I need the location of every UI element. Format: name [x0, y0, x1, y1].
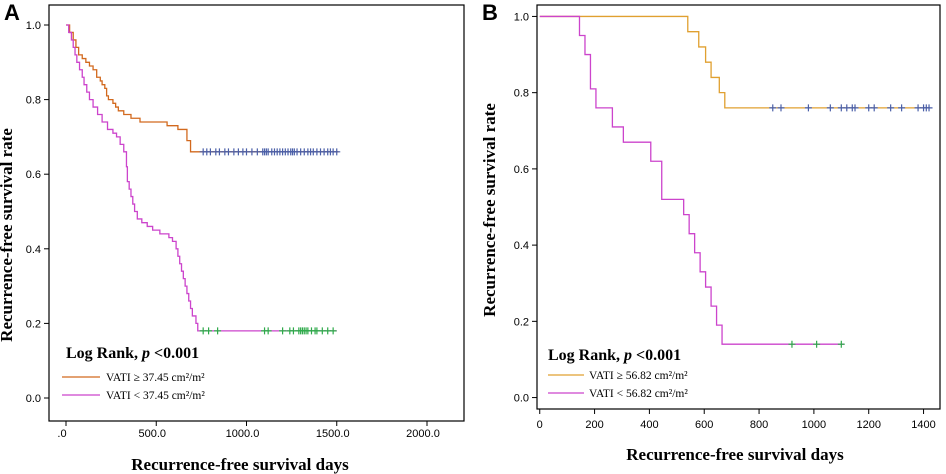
- panel-b-x-tick-label: 1400: [911, 419, 935, 431]
- panel-b-y-ticks: 0.0 0.2 0.4 0.6 0.8 1.0: [514, 11, 537, 405]
- panel-b-x-axis-title: Recurrence-free survival days: [626, 445, 844, 464]
- panel-b-y-tick-label: 0.6: [514, 164, 529, 176]
- panel-b-censor-mark-high: [887, 104, 895, 112]
- panel-a-y-tick-label: 1.0: [26, 20, 41, 32]
- panel-a-legend: VATI ≥ 37.45 cm²/m² VATI < 37.45 cm²/m²: [62, 372, 205, 402]
- panel-a-legend-label-low: VATI < 37.45 cm²/m²: [106, 390, 205, 402]
- panel-b-x-tick-label: 600: [695, 419, 713, 431]
- panel-b-censor-mark-high: [804, 104, 812, 112]
- panel-a-censor-mark-low: [329, 327, 337, 335]
- panel-b-log-rank-label: Log Rank,: [548, 347, 624, 364]
- panel-b-censor-mark-high: [826, 104, 834, 112]
- panel-b: B 0 200 400 600 800 1000 1200 1400 0.0 0.2 0.4 0.6…: [480, 0, 941, 464]
- panel-a-p-value: <0.001: [150, 345, 199, 362]
- panel-b-p-symbol: p: [622, 347, 632, 364]
- panel-a-log-rank-text: Log Rank, p <0.001: [66, 345, 199, 362]
- panel-b-legend-label-high: VATI ≥ 56.82 cm²/m²: [589, 370, 688, 382]
- panel-b-y-axis-title: Recurrence-free survival rate: [480, 103, 499, 317]
- panel-a-y-tick-label: 0.8: [26, 95, 41, 107]
- panel-a-x-tick-label: 2000.0: [406, 428, 440, 440]
- panel-b-censor-mark-high: [777, 104, 785, 112]
- panel-a-frame: [48, 4, 465, 422]
- panel-a-log-rank-label: Log Rank,: [66, 345, 142, 362]
- panel-b-x-tick-label: 400: [640, 419, 658, 431]
- panel-b-censor-mark-high: [925, 104, 933, 112]
- panel-b-x-tick-label: 800: [750, 419, 768, 431]
- panel-b-censor-mark-low: [837, 340, 845, 348]
- panel-a-y-ticks: 0.0 0.2 0.4 0.6 0.8 1.0: [26, 20, 49, 405]
- panel-b-censor-mark-high: [870, 104, 878, 112]
- panel-b-y-tick-label: 0.0: [514, 393, 529, 405]
- panel-a-censor-mark-high: [333, 148, 341, 156]
- panel-b-frame: [536, 4, 941, 410]
- panel-b-x-tick-label: 0: [537, 419, 543, 431]
- panel-a-censor-mark-low: [205, 327, 213, 335]
- panel-b-x-tick-label: 1000: [802, 419, 826, 431]
- panel-b-p-value: <0.001: [632, 347, 681, 364]
- panel-b-x-ticks: 0 200 400 600 800 1000 1200 1400: [537, 409, 936, 431]
- panel-a-censor-mark-low: [264, 327, 272, 335]
- panel-a-x-ticks: .0 500.0 1000.0 1500.0 2000.0: [57, 421, 440, 440]
- panel-b-y-tick-label: 0.2: [514, 316, 529, 328]
- panel-a-y-tick-label: 0.6: [26, 169, 41, 181]
- panel-b-legend: VATI ≥ 56.82 cm²/m² VATI < 56.82 cm²/m²: [548, 370, 688, 400]
- panel-b-censor-mark-high: [898, 104, 906, 112]
- panel-a-plot-area: [66, 24, 341, 335]
- panel-b-plot-area: [539, 15, 933, 348]
- panel-a-x-tick-label: 1500.0: [316, 428, 350, 440]
- panel-b-label: B: [482, 0, 498, 25]
- panel-b-legend-label-low: VATI < 56.82 cm²/m²: [589, 388, 688, 400]
- panel-a-y-tick-label: 0.2: [26, 318, 41, 330]
- panel-b-censor-mark-low: [813, 340, 821, 348]
- panel-b-y-tick-label: 0.4: [514, 240, 529, 252]
- panel-a-y-axis-title: Recurrence-free survival rate: [0, 128, 16, 342]
- panel-a-p-symbol: p: [140, 345, 150, 362]
- panel-a-censor-mark-low: [279, 327, 287, 335]
- panel-b-y-tick-label: 1.0: [514, 11, 529, 23]
- panel-a-censor-mark-low: [214, 327, 222, 335]
- panel-a-survival-curve-high: [66, 24, 339, 153]
- panel-b-log-rank-text: Log Rank, p <0.001: [548, 347, 681, 364]
- panel-b-censor-mark-low: [788, 340, 796, 348]
- panel-b-x-tick-label: 200: [585, 419, 603, 431]
- panel-b-x-tick-label: 1200: [856, 419, 880, 431]
- panel-b-survival-curve-high: [539, 15, 930, 109]
- panel-a-survival-curve-low: [66, 24, 337, 332]
- panel-a-y-tick-label: 0.0: [26, 393, 41, 405]
- panel-a-x-axis-title: Recurrence-free survival days: [131, 455, 349, 474]
- panel-a: A .0 500.0 1000.0 1500.0 2000.0 0.0 0.2 0.4 0.6…: [0, 0, 465, 474]
- panel-a-x-tick-label: 500.0: [138, 428, 166, 440]
- panel-b-censor-mark-high: [851, 104, 859, 112]
- panel-b-y-tick-label: 0.8: [514, 88, 529, 100]
- panel-b-censor-mark-high: [769, 104, 777, 112]
- panel-a-x-tick-label: 1000.0: [226, 428, 260, 440]
- panel-a-y-tick-label: 0.4: [26, 244, 41, 256]
- panel-a-legend-label-high: VATI ≥ 37.45 cm²/m²: [106, 372, 205, 384]
- panel-a-label: A: [4, 0, 20, 25]
- panel-b-survival-curve-low: [539, 15, 845, 345]
- panel-a-x-tick-label: .0: [57, 428, 66, 440]
